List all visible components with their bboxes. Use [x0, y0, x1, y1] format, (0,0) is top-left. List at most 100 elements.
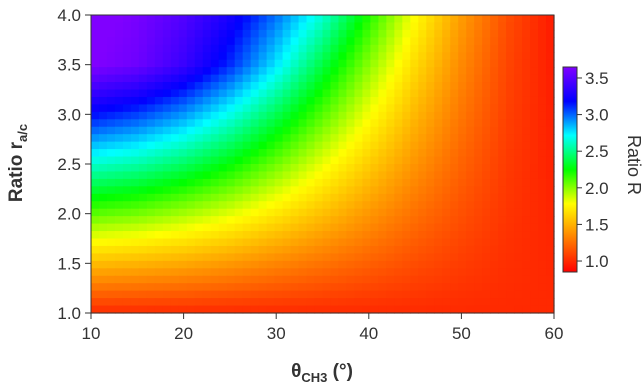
- heatmap-cell: [530, 283, 539, 292]
- heatmap-cell: [378, 216, 387, 225]
- heatmap-cell: [490, 216, 499, 225]
- heatmap-cell: [106, 52, 116, 61]
- heatmap-cell: [330, 216, 340, 225]
- heatmap-cell: [218, 156, 228, 165]
- heatmap-cell: [426, 164, 435, 173]
- heatmap-cell: [202, 178, 212, 187]
- heatmap-cell: [242, 89, 252, 98]
- y-tick-label: 4.0: [57, 6, 81, 25]
- heatmap-cell: [386, 193, 395, 202]
- heatmap-cell: [91, 268, 100, 277]
- heatmap-cell: [386, 52, 395, 61]
- heatmap-cell: [466, 305, 475, 314]
- heatmap-cell: [338, 119, 348, 128]
- heatmap-cell: [218, 275, 228, 284]
- heatmap-cell: [346, 59, 356, 68]
- heatmap-cell: [178, 231, 188, 240]
- heatmap-cell: [114, 82, 124, 91]
- heatmap-cell: [282, 253, 292, 262]
- heatmap-cell: [418, 268, 427, 277]
- heatmap-cell: [306, 82, 316, 91]
- heatmap-cell: [506, 208, 515, 217]
- heatmap-cell: [546, 59, 555, 68]
- heatmap-cell: [146, 156, 156, 165]
- heatmap-cell: [114, 171, 124, 180]
- heatmap-cell: [250, 245, 260, 254]
- heatmap-cell: [210, 141, 220, 150]
- heatmap-cell: [186, 164, 196, 173]
- heatmap-cell: [506, 253, 515, 262]
- heatmap-cell: [258, 96, 268, 105]
- heatmap-cell: [394, 134, 403, 143]
- heatmap-cell: [474, 52, 483, 61]
- heatmap-cell: [434, 156, 443, 165]
- heatmap-cell: [306, 67, 316, 76]
- heatmap-cell: [266, 119, 276, 128]
- heatmap-cell: [298, 126, 308, 135]
- heatmap-cell: [258, 201, 268, 210]
- heatmap-cell: [122, 37, 132, 46]
- heatmap-cell: [426, 82, 435, 91]
- heatmap-cell: [426, 52, 435, 61]
- heatmap-cell: [98, 59, 108, 68]
- heatmap-cell: [154, 134, 164, 143]
- heatmap-cell: [426, 275, 435, 284]
- heatmap-cell: [514, 305, 523, 314]
- heatmap-cell: [362, 156, 371, 165]
- heatmap-cell: [146, 111, 156, 120]
- heatmap-cell: [498, 268, 507, 277]
- heatmap-cell: [242, 283, 252, 292]
- heatmap-cell: [370, 67, 379, 76]
- heatmap-cell: [498, 89, 507, 98]
- heatmap-cell: [290, 260, 300, 269]
- heatmap-cell: [202, 141, 212, 150]
- heatmap-cell: [322, 96, 332, 105]
- heatmap-cell: [546, 290, 555, 299]
- heatmap-cell: [274, 283, 284, 292]
- heatmap-cell: [402, 193, 411, 202]
- heatmap-cell: [362, 253, 371, 262]
- heatmap-cell: [91, 59, 100, 68]
- heatmap-cell: [306, 15, 316, 24]
- heatmap-cell: [266, 298, 276, 307]
- heatmap-cell: [186, 126, 196, 135]
- heatmap-cell: [522, 111, 531, 120]
- heatmap-cell: [442, 223, 451, 232]
- heatmap-cell: [418, 126, 427, 135]
- heatmap-cell: [282, 59, 292, 68]
- heatmap-cell: [258, 44, 268, 53]
- heatmap-cell: [170, 298, 180, 307]
- heatmap-cell: [482, 134, 491, 143]
- heatmap-cell: [210, 59, 220, 68]
- heatmap-cell: [338, 52, 348, 61]
- heatmap-cell: [194, 178, 204, 187]
- heatmap-cell: [298, 22, 308, 31]
- heatmap-cell: [434, 171, 443, 180]
- heatmap-cell: [338, 111, 348, 120]
- heatmap-cell: [106, 253, 116, 262]
- heatmap-cell: [130, 89, 140, 98]
- heatmap-cell: [474, 111, 483, 120]
- heatmap-cell: [506, 305, 515, 314]
- heatmap-cell: [538, 305, 547, 314]
- heatmap-cell: [450, 104, 459, 113]
- heatmap-cell: [378, 149, 387, 158]
- heatmap-cell: [114, 134, 124, 143]
- heatmap-cell: [442, 52, 451, 61]
- heatmap-cell: [258, 29, 268, 38]
- heatmap-cell: [314, 37, 324, 46]
- heatmap-cell: [498, 156, 507, 165]
- heatmap-cell: [250, 52, 260, 61]
- heatmap-cell: [442, 44, 451, 53]
- heatmap-cell: [162, 59, 172, 68]
- heatmap-cell: [546, 305, 555, 314]
- heatmap-cell: [154, 74, 164, 83]
- heatmap-cell: [138, 29, 148, 38]
- heatmap-cell: [378, 290, 387, 299]
- heatmap-cell: [330, 52, 340, 61]
- heatmap-cell: [402, 156, 411, 165]
- heatmap-cell: [122, 275, 132, 284]
- heatmap-cell: [210, 231, 220, 240]
- heatmap-cell: [426, 290, 435, 299]
- colorbar-title: Ratio R: [624, 135, 643, 195]
